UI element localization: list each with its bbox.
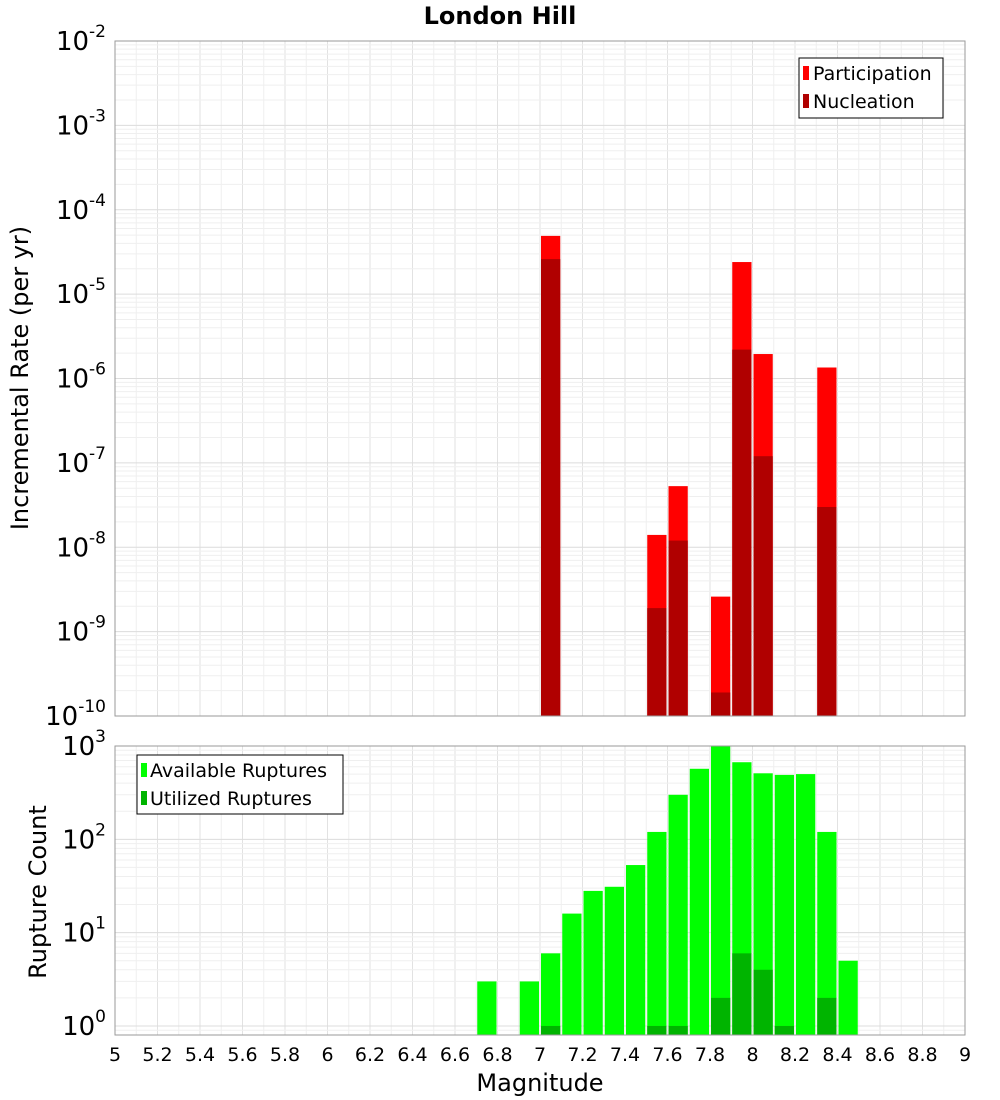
bottom-plot-frame (114, 745, 966, 1036)
bottom-bar-available (753, 773, 773, 1035)
legend-label-nucleation: Nucleation (813, 91, 915, 113)
x-tick-label: 8 (746, 1044, 758, 1066)
x-tick-label: 6 (321, 1044, 333, 1066)
bottom-y-tick-label: 100 (62, 1007, 106, 1042)
x-tick-label: 6.2 (355, 1044, 385, 1066)
legend-swatch-participation (803, 66, 809, 80)
top-bar-nucleation (668, 540, 688, 716)
bottom-y-tick-label: 102 (62, 820, 106, 855)
bottom-bar-utilized (668, 1025, 688, 1035)
bottom-bar-utilized (541, 1025, 561, 1035)
top-y-tick-label: 10-8 (56, 528, 106, 563)
top-y-axis-label: Incremental Rate (per yr) (6, 226, 34, 530)
top-y-tick-label: 10-9 (56, 613, 106, 648)
bottom-bar-available (519, 981, 539, 1035)
legend-label-available: Available Ruptures (150, 760, 327, 782)
x-tick-label: 5.8 (270, 1044, 300, 1066)
bottom-bars (477, 746, 858, 1035)
x-tick-label: 5 (109, 1044, 121, 1066)
x-tick-label: 8.4 (822, 1044, 852, 1066)
x-axis-label: Magnitude (476, 1069, 603, 1097)
chart-title: London Hill (424, 2, 577, 30)
bottom-legend-box (136, 754, 344, 815)
bottom-y-tick-label: 103 (62, 727, 106, 762)
bottom-bar-available (647, 831, 667, 1035)
bottom-bar-utilized (711, 997, 731, 1035)
top-y-tick-labels: 10-10 10-9 10-8 10-7 10-6 10-5 10-4 10-3 10-2 (45, 22, 106, 732)
bottom-bar-available (626, 865, 646, 1035)
x-tick-label: 7.2 (567, 1044, 597, 1066)
x-tick-label: 6.8 (482, 1044, 512, 1066)
bottom-y-axis-label: Rupture Count (24, 805, 52, 979)
bottom-bar-utilized (732, 953, 752, 1035)
top-bar-nucleation (732, 349, 752, 716)
top-plot-frame (114, 40, 966, 717)
bottom-bar-utilized (647, 1025, 667, 1035)
bottom-bar-available (668, 794, 688, 1035)
bottom-bar-available (774, 774, 794, 1035)
top-bar-nucleation (541, 259, 561, 716)
top-bar-nucleation (817, 506, 837, 716)
top-y-tick-label: 10-10 (45, 697, 106, 732)
top-bars (541, 235, 837, 716)
top-y-tick-label: 10-6 (56, 360, 106, 395)
x-tick-label: 9 (959, 1044, 971, 1066)
bottom-legend: Available Ruptures Utilized Ruptures (136, 754, 344, 815)
legend-swatch-utilized (141, 791, 147, 805)
legend-label-participation: Participation (813, 63, 932, 85)
bottom-bar-utilized (817, 997, 837, 1035)
top-grid (114, 40, 966, 717)
x-tick-label: 7.8 (695, 1044, 725, 1066)
top-bar-nucleation (711, 692, 731, 716)
bottom-bar-available (604, 886, 624, 1035)
top-bar-nucleation (753, 456, 773, 716)
top-bar-participation (711, 596, 731, 716)
bottom-bar-available (796, 774, 816, 1035)
bottom-bar-available (817, 831, 837, 1035)
x-tick-label: 6.4 (397, 1044, 427, 1066)
top-legend-box (798, 57, 944, 119)
bottom-y-tick-label: 101 (62, 914, 106, 949)
bottom-bar-available (477, 981, 497, 1035)
top-y-tick-label: 10-7 (56, 444, 106, 479)
bottom-bar-available (711, 746, 731, 1035)
bottom-bar-available (689, 768, 709, 1035)
top-bar-nucleation (647, 608, 667, 716)
bottom-bar-available (562, 913, 582, 1035)
bottom-bar-available (583, 890, 603, 1035)
top-y-tick-label: 10-5 (56, 275, 106, 310)
x-tick-label: 8.2 (780, 1044, 810, 1066)
top-y-tick-label: 10-3 (56, 106, 106, 141)
x-tick-labels: 5 5.2 5.4 5.6 5.8 6 6.2 6.4 6.6 6.8 7 7.2 7.4 7.6 7.8 8… (109, 1044, 971, 1066)
x-tick-label: 7 (534, 1044, 546, 1066)
x-tick-label: 7.4 (610, 1044, 640, 1066)
legend-label-utilized: Utilized Ruptures (150, 788, 312, 810)
bottom-bar-utilized (774, 1025, 794, 1035)
top-y-tick-label: 10-4 (56, 191, 106, 226)
bottom-y-tick-labels: 100 101 102 103 (62, 727, 106, 1042)
top-legend: Participation Nucleation (798, 57, 944, 119)
legend-swatch-nucleation (803, 94, 809, 108)
bottom-bar-available (838, 960, 858, 1035)
x-tick-label: 7.6 (652, 1044, 682, 1066)
x-tick-label: 6.6 (440, 1044, 470, 1066)
legend-swatch-available (141, 763, 147, 777)
x-tick-label: 8.6 (865, 1044, 895, 1066)
x-tick-label: 5.4 (185, 1044, 215, 1066)
x-tick-label: 8.8 (907, 1044, 937, 1066)
bottom-bar-available (541, 953, 561, 1035)
x-tick-label: 5.6 (227, 1044, 257, 1066)
x-tick-label: 5.2 (142, 1044, 172, 1066)
bottom-bar-utilized (753, 969, 773, 1035)
top-y-tick-label: 10-2 (56, 22, 106, 57)
